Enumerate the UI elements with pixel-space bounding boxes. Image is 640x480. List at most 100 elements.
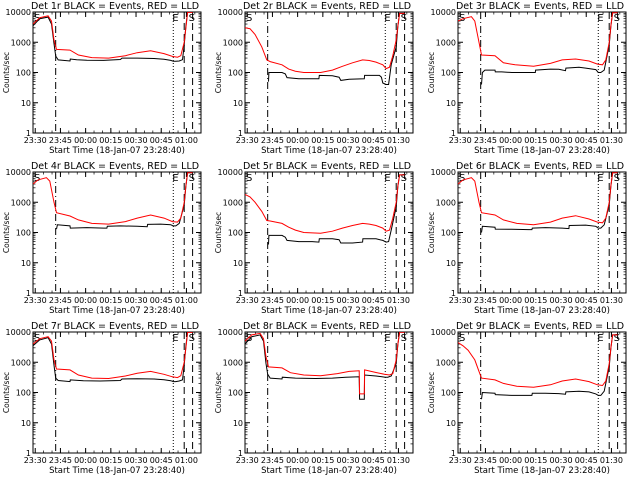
end-marker: E (597, 333, 603, 344)
x-tick-label: 00:00 (286, 456, 309, 465)
plot-frame (32, 171, 202, 294)
y-tick-label: 10000 (218, 168, 243, 177)
y-tick-label: 100 (16, 229, 31, 238)
x-tick-label: 01:30 (387, 296, 410, 305)
x-tick-label: 00:30 (550, 296, 573, 305)
y-axis-label: Counts/sec (214, 52, 223, 93)
x-tick-label: 00:45 (362, 136, 385, 145)
y-tick-label: 10 (446, 99, 456, 108)
x-axis-label: Start Time (18-Jan-07 23:28:40) (474, 466, 610, 476)
series-line-lld (458, 12, 618, 67)
y-tick-label: 10000 (6, 8, 31, 17)
y-tick-label: 100 (16, 389, 31, 398)
x-tick-label: 00:30 (337, 136, 360, 145)
y-tick-label: 10 (446, 259, 456, 268)
y-tick-label: 10 (233, 99, 243, 108)
panel-det-6r: Det 6r BLACK = Events, RED = LLD 1 10 100 10… (427, 161, 627, 316)
y-tick-label: 1 (26, 449, 31, 458)
y-axis-label: Counts/sec (2, 212, 11, 253)
x-axis-label: Start Time (18-Jan-07 23:28:40) (474, 146, 610, 156)
y-tick-label: 1000 (223, 198, 243, 207)
series-line-lld (245, 12, 405, 73)
start-marker: S (459, 173, 465, 184)
x-tick-label: 00:00 (499, 136, 522, 145)
x-tick-label: 00:30 (125, 456, 148, 465)
y-tick-label: 10 (233, 419, 243, 428)
x-tick-label: 00:30 (125, 136, 148, 145)
series-line-events (481, 12, 618, 85)
x-tick-label: 00:30 (550, 456, 573, 465)
series-line-lld (245, 174, 405, 234)
saa-start-marker: S (401, 173, 407, 184)
y-tick-label: 100 (228, 389, 243, 398)
saa-start-marker: S (401, 333, 407, 344)
x-axis-label: Start Time (18-Jan-07 23:28:40) (474, 306, 610, 316)
x-tick-label: 01:30 (387, 456, 410, 465)
y-axis-label: Counts/sec (427, 52, 436, 93)
saa-start-marker: S (189, 333, 195, 344)
x-tick-label: 23:45 (261, 136, 284, 145)
panel-title: Det 6r BLACK = Events, RED = LLD (456, 161, 624, 172)
start-marker: S (246, 13, 252, 24)
y-tick-label: 1 (238, 449, 243, 458)
y-tick-label: 1 (451, 289, 456, 298)
x-axis-label: Start Time (18-Jan-07 23:28:40) (261, 306, 397, 316)
x-tick-label: 00:15 (311, 136, 334, 145)
y-tick-label: 10000 (431, 8, 456, 17)
y-tick-label: 10 (21, 419, 31, 428)
x-tick-label: 01:30 (387, 136, 410, 145)
y-tick-label: 1000 (11, 38, 31, 47)
x-tick-label: 23:45 (49, 296, 72, 305)
y-tick-label: 100 (16, 69, 31, 78)
end-marker: E (597, 13, 603, 24)
x-tick-label: 00:45 (150, 456, 173, 465)
end-marker: E (384, 333, 390, 344)
x-tick-label: 23:45 (49, 136, 72, 145)
plot-frame (457, 171, 627, 294)
x-tick-label: 23:45 (474, 136, 497, 145)
x-axis-label: Start Time (18-Jan-07 23:28:40) (49, 306, 185, 316)
end-marker: E (597, 173, 603, 184)
x-tick-label: 23:30 (24, 136, 47, 145)
x-tick-label: 23:30 (236, 136, 259, 145)
y-tick-label: 1000 (11, 198, 31, 207)
x-tick-label: 23:45 (49, 456, 72, 465)
x-tick-label: 23:30 (449, 456, 472, 465)
x-tick-label: 01:00 (175, 456, 198, 465)
x-tick-label: 00:00 (74, 296, 97, 305)
start-marker: S (246, 333, 252, 344)
saa-start-marker: S (614, 333, 620, 344)
series-line-events (481, 334, 618, 400)
saa-start-marker: S (189, 173, 195, 184)
end-marker: E (384, 13, 390, 24)
x-tick-label: 23:45 (474, 296, 497, 305)
series-line-events (268, 12, 405, 85)
x-axis-label: Start Time (18-Jan-07 23:28:40) (261, 466, 397, 476)
series-line-lld (33, 12, 193, 59)
panel-det-5r: Det 5r BLACK = Events, RED = LLD 1 10 100 10… (214, 161, 414, 316)
y-tick-label: 1 (238, 129, 243, 138)
x-tick-label: 00:15 (524, 456, 547, 465)
y-tick-label: 1 (451, 449, 456, 458)
panel-title: Det 8r BLACK = Events, RED = LLD (243, 321, 411, 332)
y-axis-label: Counts/sec (427, 212, 436, 253)
panel-title: Det 9r BLACK = Events, RED = LLD (456, 321, 624, 332)
x-tick-label: 00:15 (524, 136, 547, 145)
start-marker: S (459, 333, 465, 344)
series-line-lld (33, 332, 193, 380)
y-tick-label: 10 (233, 259, 243, 268)
x-tick-label: 23:30 (24, 296, 47, 305)
x-tick-label: 00:15 (311, 296, 334, 305)
x-tick-label: 00:45 (575, 456, 598, 465)
y-axis-label: Counts/sec (2, 52, 11, 93)
y-tick-label: 1 (451, 129, 456, 138)
panel-title: Det 3r BLACK = Events, RED = LLD (456, 1, 624, 12)
y-tick-label: 100 (441, 229, 456, 238)
panel-det-8r: Det 8r BLACK = Events, RED = LLD 1 10 100 10… (214, 321, 414, 476)
x-tick-label: 01:30 (600, 136, 623, 145)
y-tick-label: 10000 (431, 168, 456, 177)
x-tick-label: 00:15 (524, 296, 547, 305)
y-tick-label: 1000 (223, 38, 243, 47)
panel-title: Det 4r BLACK = Events, RED = LLD (31, 161, 199, 172)
